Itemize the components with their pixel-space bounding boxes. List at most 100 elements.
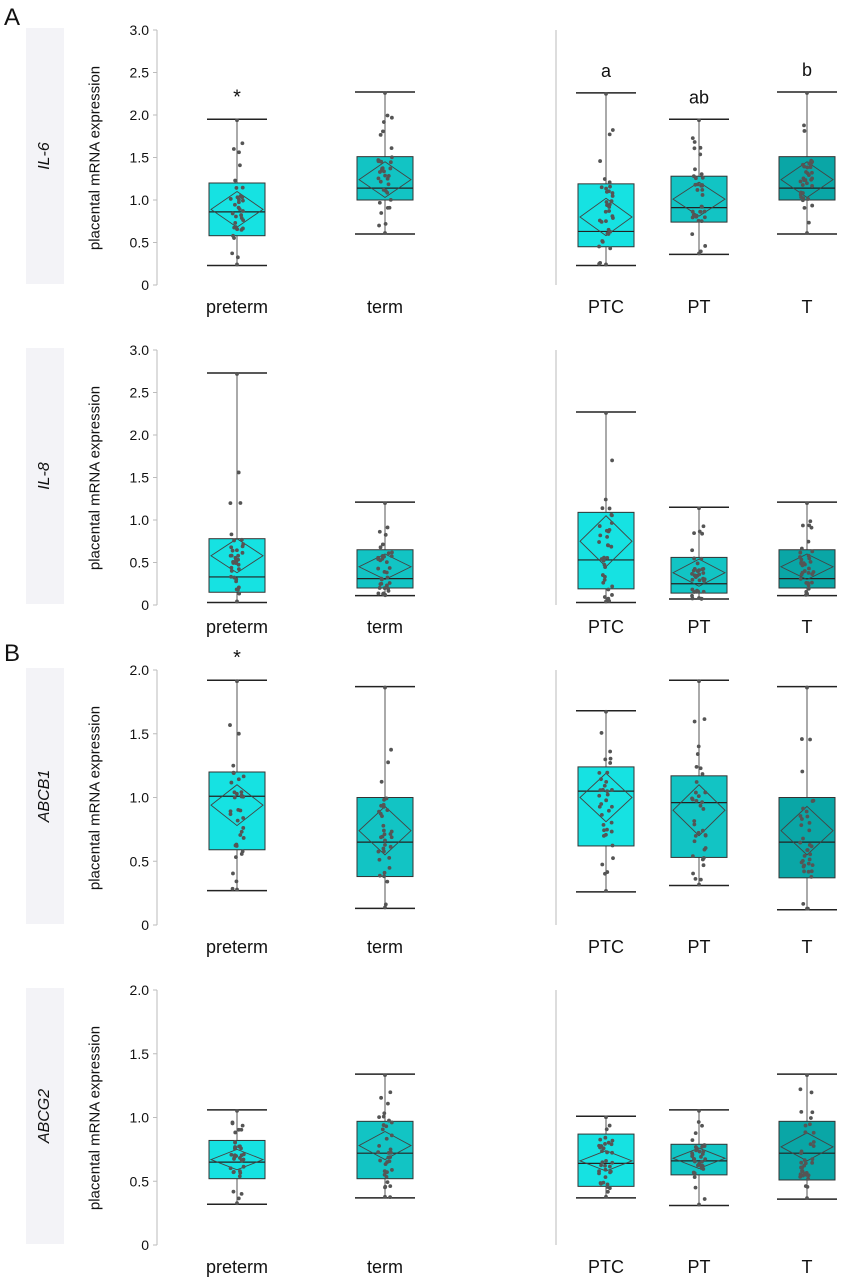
box-abcb1-term-mean-diamond [358,805,412,856]
box-il8-ptc-dot [610,458,615,463]
box-abcb1-pt-dot [692,839,697,844]
box-abcg2-preterm-dot [232,1155,237,1160]
box-abcb1-term-category-label: term [367,937,403,957]
box-il6-ptc-dot [604,219,608,224]
box-abcg2-pt-dot [690,1138,695,1142]
box-abcg2-ptc-dot [606,1140,611,1145]
box-il6-term-dot [386,182,391,187]
box-abcg2-preterm-dot [239,1191,244,1196]
box-il8-preterm-category-label: preterm [206,617,268,637]
box-il8-pt-category-label: PT [687,617,710,637]
box-abcg2-pt-dot [700,1159,704,1164]
box-il6-t-dot [805,231,809,235]
box-abcb1-t-dot [805,814,810,819]
box-abcg2-ptc-dot [605,1189,610,1194]
box-abcg2-ptc-dot [604,1115,608,1120]
box-abcb1-t-dot [801,864,806,869]
box-il6-term-dot [383,173,387,178]
box-abcb1-pt-dot [700,828,705,833]
box-il6-pt: ab PT [669,87,729,317]
box-abcg2-ptc-dot [608,1169,613,1174]
box-abcb1-term-dot [385,879,390,884]
box-abcb1-preterm-dot [234,855,238,860]
box-il8-ptc-dot [607,506,612,511]
box-abcb1-pt-dot [696,744,701,749]
box-il8-term-dot [385,575,390,580]
box-abcb1-preterm-dot [235,679,239,684]
box-il8-ptc-dot [601,558,606,563]
box-abcb1-pt-dot [697,679,701,684]
box-abcb1-ptc-observations [597,709,615,893]
box-abcb1-t-dot [802,869,806,874]
box-abcb1-pt-dot [694,798,699,803]
box-abcg2-pt-dot [697,1202,701,1207]
box-il6-preterm-dot [235,255,240,260]
box-abcg2-t-dot [806,1176,811,1181]
box-il8-term-dot [378,582,383,586]
box-abcb1-t-dot [805,685,809,690]
box-il8-preterm-dot [229,569,234,573]
box-abcg2-pt-dot [690,1151,695,1156]
box-abcb1-ptc-dot [601,823,606,827]
box-il8-pt-dot [695,561,700,566]
box-il8-term-dot [387,581,392,585]
box-abcg2-term-dot [377,1115,381,1120]
box-il8-preterm-dot [239,537,244,542]
box-il8-preterm-dot [241,542,246,547]
box-abcb1-term-dot [382,870,387,875]
box-abcg2-term-dot [387,1159,392,1164]
box-il6-pt-observations [690,118,708,256]
box-il8-term-dot [387,566,392,570]
box-il6-ptc-dot [599,219,604,224]
panel-label-b: B [4,640,21,667]
box-abcb1-pt-dot [695,752,700,756]
box-il8-pt-dot [690,577,695,582]
box-abcb1-preterm-dot [239,852,244,856]
y-tick-label: 0.5 [130,235,150,251]
box-abcg2-t-dot [808,1116,813,1120]
box-il8-t-dot [810,549,815,554]
box-il8-term-dot [382,586,387,591]
box-il8-ptc-dot [601,580,606,585]
box-abcg2-ptc-dot [607,1186,612,1191]
box-abcb1-ptc-dot [597,804,602,809]
box-il8-ptc-dot [602,577,607,582]
box-il6-pt-dot [700,175,705,180]
box-abcb1-ptc-dot [597,771,602,775]
box-il6-ptc-dot [610,194,615,198]
box-il6-ptc-dot [610,214,615,219]
box-abcb1-ptc-dot [599,802,604,806]
box-abcg2-t-dot [798,1172,803,1177]
box-abcg2-pt-dot [693,1185,698,1190]
box-abcb1-ptc-dot [609,829,614,834]
box-abcb1-pt-dot [693,877,698,881]
box-il8-t-dot [804,581,809,585]
box-il8-t-dot [808,559,813,564]
box-abcg2-ptc-dot [600,1160,605,1165]
box-il8-pt-dot [700,567,705,572]
box-abcg2-preterm-dot [233,1146,237,1151]
box-abcg2-term-dot [383,1184,388,1189]
box-abcg2-preterm-dot [228,1166,233,1171]
box-il6-preterm-dot [230,211,235,216]
box-abcb1-t-dot [809,869,814,874]
box-il6-pt-dot [700,193,705,197]
box-il8-term-dot [377,529,382,534]
box-il6-term-dot [385,113,390,118]
box-il8-preterm-dot [235,599,239,604]
box-il6-term-dot [376,176,381,181]
box-abcb1-term-dot [382,849,386,854]
box-il8-preterm-mean-diamond [210,538,264,574]
box-abcb1-term-dot [379,803,384,808]
box-il6-term-dot [378,132,383,137]
box-il8-pt-dot [692,556,697,561]
box-abcb1-preterm-dot [230,886,235,891]
box-abcg2-term-dot [384,1124,389,1129]
box-il8-ptc-dot [606,587,611,592]
box-abcb1-ptc: PTC [576,709,636,957]
box-il6-preterm-dot [240,141,245,146]
box-il6-preterm-annotation: * [233,86,241,108]
box-il6-ptc-dot [600,239,605,243]
box-il6-ptc-dot [605,231,610,236]
box-abcb1-pt-dot [694,780,699,784]
